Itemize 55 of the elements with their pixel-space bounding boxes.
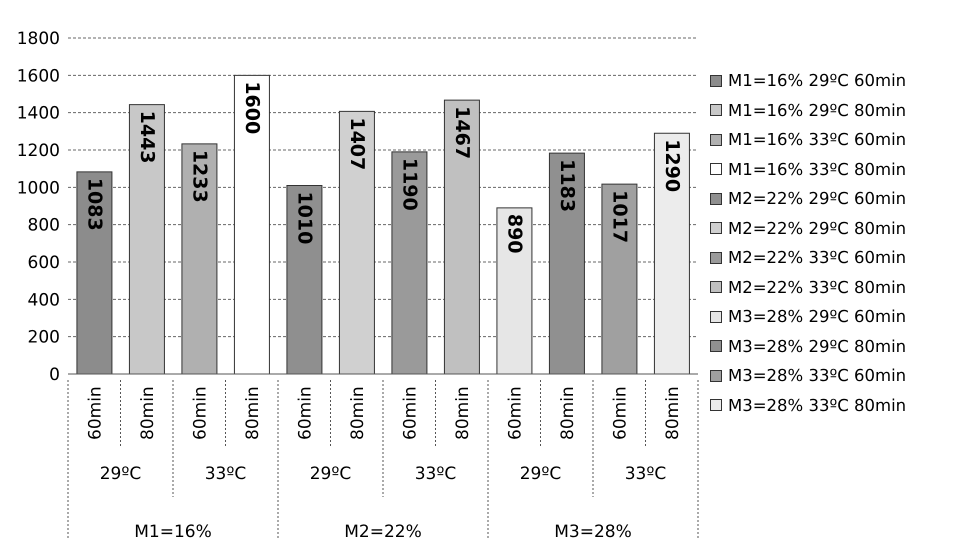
legend-label: M3=28% 33ºC 80min (727, 394, 906, 417)
x-tick-label: 60min (610, 386, 630, 440)
x-tick-label: 80min (452, 386, 473, 440)
legend-label: M1=16% 33ºC 60min (727, 129, 906, 152)
data-label: 890 (503, 214, 526, 254)
text: 29ºC (310, 464, 352, 484)
y-tick-label: 800 (28, 216, 60, 236)
x-tick-label: 80min (348, 386, 368, 440)
legend-label: M2=22% 33ºC 80min (727, 276, 906, 299)
text: 29ºC (100, 464, 142, 484)
legend-label: M1=16% 29ºC 60min (727, 70, 906, 92)
y-tick-label: 1800 (16, 29, 60, 50)
data-label: 1290 (660, 139, 683, 192)
y-tick-label: 200 (28, 328, 60, 348)
text: 33ºC (414, 464, 456, 484)
data-label: 1190 (398, 158, 420, 211)
y-tick-label: 1600 (16, 66, 60, 86)
data-label: 1467 (450, 106, 473, 160)
y-tick-label: 400 (28, 290, 60, 310)
legend-label: M3=28% 29ºC 80min (727, 336, 906, 358)
legend-label: M3=28% 29ºC 60min (727, 306, 906, 328)
text: 29ºC (520, 464, 562, 484)
legend-label: M1=16% 29ºC 80min (727, 100, 906, 122)
legend-label: M2=22% 29ºC 80min (727, 218, 906, 240)
y-tick-label: 600 (28, 253, 60, 274)
legend-label: M1=16% 33ºC 80min (727, 158, 906, 181)
data-label: 1083 (83, 178, 106, 231)
x-tick-label: 60min (505, 386, 526, 440)
y-tick-label: 0 (49, 365, 60, 386)
text: M3=28% (554, 522, 632, 542)
x-tick-label: 80min (242, 386, 263, 440)
data-label: 1407 (346, 117, 368, 170)
x-tick-label: 60min (190, 386, 210, 440)
data-label: 1183 (556, 159, 578, 212)
x-tick-label: 80min (662, 386, 683, 440)
text: 33ºC (204, 464, 246, 484)
data-label: 1017 (608, 190, 630, 244)
text: M1=16% (134, 522, 212, 542)
data-label: 1233 (188, 150, 210, 203)
text: M2=22% (344, 522, 422, 542)
x-tick-label: 60min (295, 386, 316, 440)
x-tick-label: 80min (138, 386, 158, 440)
legend-label: M3=28% 33ºC 60min (727, 365, 906, 388)
x-tick-label: 60min (85, 386, 106, 440)
data-label: 1600 (240, 81, 263, 134)
y-tick-label: 1400 (16, 104, 60, 124)
x-tick-label: 80min (558, 386, 578, 440)
legend-label: M2=22% 29ºC 60min (727, 188, 906, 210)
data-label: 1010 (293, 191, 316, 244)
x-tick-label: 60min (400, 386, 420, 440)
y-tick-label: 1000 (16, 178, 60, 198)
y-tick-label: 1200 (16, 141, 60, 162)
data-label: 1443 (136, 110, 158, 164)
text: 33ºC (624, 464, 666, 484)
legend-label: M2=22% 33ºC 60min (727, 247, 906, 270)
